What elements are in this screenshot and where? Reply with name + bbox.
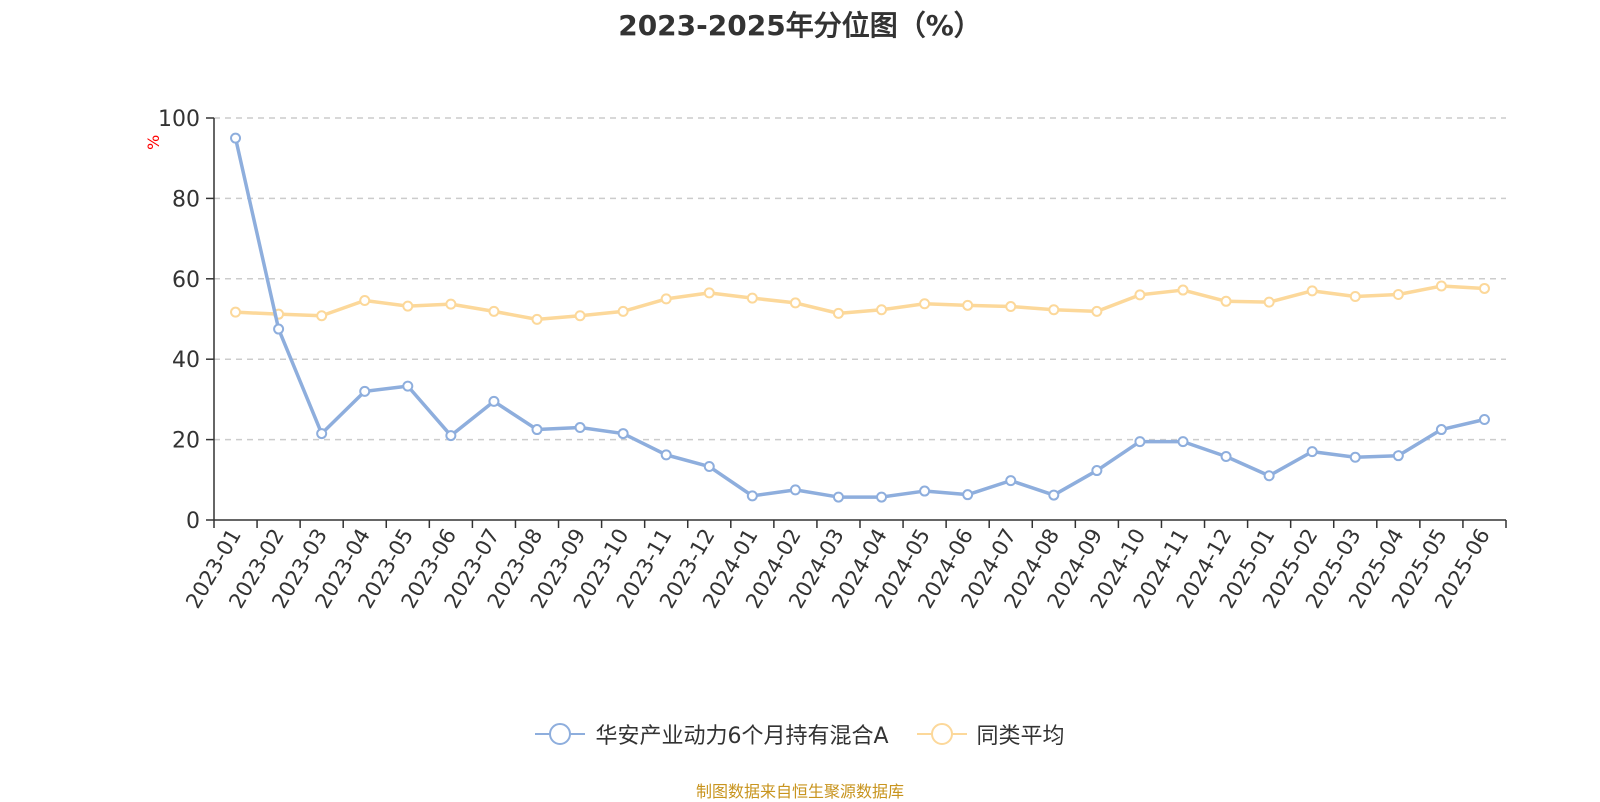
data-point-series-2 [574, 310, 586, 322]
data-point-series-2 [703, 287, 715, 299]
data-point-series-1 [1005, 475, 1017, 487]
data-point-series-1 [919, 485, 931, 497]
y-tick-label: 20 [172, 429, 200, 454]
data-point-series-1 [1349, 451, 1361, 463]
data-point-series-1 [273, 323, 285, 335]
data-point-series-1 [1220, 450, 1232, 462]
y-tick-label: 60 [172, 268, 200, 293]
data-point-series-2 [402, 300, 414, 312]
data-point-series-2 [445, 298, 457, 310]
data-point-series-1 [962, 489, 974, 501]
data-point-series-1 [703, 461, 715, 473]
data-point-series-1 [746, 490, 758, 502]
data-point-series-2 [789, 297, 801, 309]
series-line-1 [233, 137, 1485, 499]
data-point-series-2 [488, 305, 500, 317]
data-point-series-1 [531, 424, 543, 436]
data-point-series-2 [316, 310, 328, 322]
data-point-series-2 [531, 313, 543, 325]
data-point-series-2 [876, 304, 888, 316]
data-point-series-1 [1134, 436, 1146, 448]
data-point-series-2 [1263, 296, 1275, 308]
data-point-series-1 [876, 491, 888, 503]
y-tick-label: 80 [172, 187, 200, 212]
data-point-series-1 [1177, 436, 1189, 448]
data-point-series-1 [1263, 470, 1275, 482]
data-point-series-2 [1220, 295, 1232, 307]
data-point-series-2 [832, 307, 844, 319]
data-point-series-1 [1392, 450, 1404, 462]
data-point-series-2 [1435, 280, 1447, 292]
data-point-series-1 [1478, 414, 1490, 425]
data-point-series-2 [1349, 290, 1361, 302]
data-point-series-1 [789, 484, 801, 496]
y-tick-label: 0 [186, 509, 200, 534]
data-point-series-2 [617, 305, 629, 317]
data-point-series-2 [962, 299, 974, 311]
data-point-series-1 [1091, 465, 1103, 477]
data-point-series-2 [919, 298, 931, 310]
y-tick-label: 40 [172, 348, 200, 373]
data-point-series-2 [359, 295, 371, 307]
data-point-series-2 [746, 292, 758, 304]
data-point-series-2 [1048, 304, 1060, 316]
data-point-series-1 [574, 422, 586, 434]
data-point-series-1 [230, 132, 242, 144]
data-point-series-1 [488, 395, 500, 407]
legend-marker-series-1 [535, 722, 586, 746]
series-line-2 [235, 284, 1485, 322]
line-chart: 0204060801002023-012023-022023-032023-04… [158, 107, 1507, 612]
data-point-series-2 [1478, 282, 1490, 294]
data-point-series-1 [402, 380, 414, 392]
data-point-series-1 [316, 428, 328, 440]
data-point-series-2 [1392, 288, 1404, 300]
data-point-series-1 [1048, 489, 1060, 501]
legend: 华安产业动力6个月持有混合A 同类平均 [0, 718, 1600, 750]
source-note: 制图数据来自恒生聚源数据库 [695, 782, 904, 801]
data-point-series-1 [1306, 446, 1318, 458]
legend-label-series-1: 华安产业动力6个月持有混合A [595, 724, 889, 749]
data-point-series-2 [1005, 301, 1017, 313]
legend-item-series-2[interactable]: 同类平均 [916, 718, 1065, 750]
legend-item-series-1[interactable]: 华安产业动力6个月持有混合A [535, 718, 889, 750]
data-point-series-1 [660, 449, 672, 461]
data-point-series-2 [1306, 285, 1318, 297]
data-point-series-2 [1091, 305, 1103, 317]
data-point-series-1 [617, 428, 629, 440]
data-point-series-2 [230, 306, 242, 318]
legend-marker-series-2 [916, 722, 967, 746]
chart-title: 2023-2025年分位图（%） [618, 9, 982, 42]
data-point-series-2 [1177, 284, 1189, 296]
data-point-series-1 [832, 491, 844, 503]
legend-label-series-2: 同类平均 [976, 724, 1065, 749]
data-point-series-2 [1134, 289, 1146, 301]
data-point-series-1 [359, 385, 371, 397]
data-point-series-2 [660, 293, 672, 305]
data-point-series-1 [445, 430, 457, 442]
data-point-series-1 [1435, 424, 1447, 436]
y-tick-label: 100 [158, 107, 200, 132]
